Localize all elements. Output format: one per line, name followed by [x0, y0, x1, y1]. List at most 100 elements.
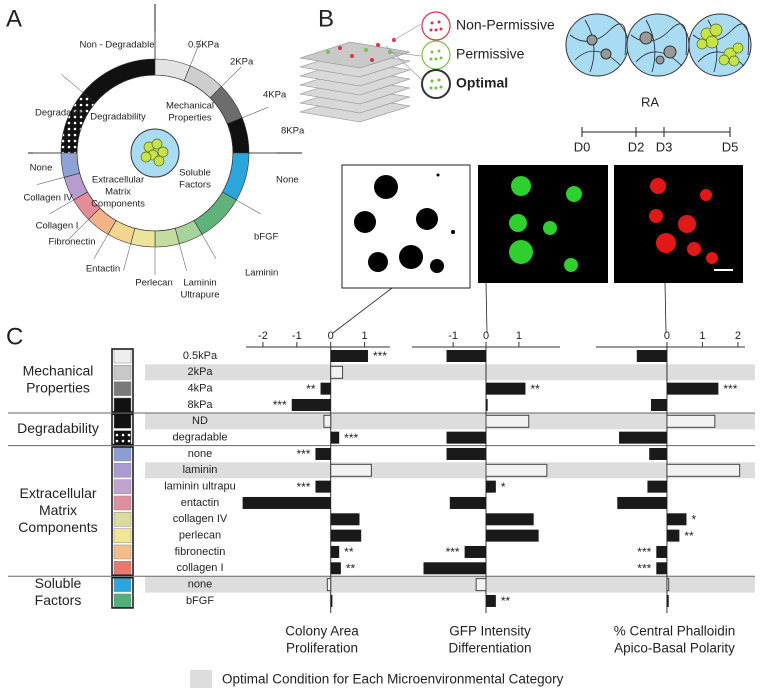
bar: [486, 382, 526, 395]
leader-line: [179, 243, 187, 271]
significance: ***: [446, 545, 460, 559]
legend-label: Optimal Condition for Each Microenvironm…: [222, 672, 564, 687]
significance: ***: [723, 382, 737, 396]
bar: [475, 578, 487, 592]
leader-line: [37, 177, 65, 185]
significance: **: [344, 545, 354, 559]
significance: *: [691, 512, 696, 526]
inner-label: Mechanical: [166, 101, 214, 112]
x-axis-title: Colony Area: [285, 624, 359, 639]
x-tick-label: -1: [448, 330, 458, 342]
segment-label: None: [276, 175, 299, 186]
bar: [666, 594, 669, 607]
segment-label: Degradable: [35, 108, 84, 119]
x-axis-title: GFP Intensity: [449, 624, 531, 639]
x-tick-label: 1: [362, 330, 368, 342]
bar: [486, 594, 496, 607]
segment-label: Non - Degradable: [80, 40, 155, 51]
swatch: [113, 495, 132, 511]
leader-line: [68, 219, 89, 240]
legend-dot: [430, 50, 434, 54]
bar: [291, 398, 331, 411]
inner-label: Soluble: [179, 168, 211, 179]
inner-label: Components: [91, 199, 145, 210]
bar: [617, 496, 667, 509]
bar: [423, 562, 486, 575]
swatch: [113, 430, 132, 445]
row-label: collagen I: [176, 562, 223, 574]
ring-segment: [60, 152, 81, 178]
ring-segment: [130, 227, 156, 248]
ring-segment: [63, 172, 88, 201]
legend-dot: [439, 56, 443, 60]
segment-label: Collagen IV: [23, 193, 73, 204]
legend-dot: [429, 28, 433, 32]
x-tick-label: 2: [735, 330, 741, 342]
leader-line: [221, 66, 242, 87]
leader-line: [242, 107, 269, 119]
bar: [636, 350, 667, 362]
optimal-band: [145, 364, 755, 381]
group-label: Matrix: [39, 502, 77, 518]
bar: [656, 545, 667, 558]
swatch-frame: [111, 348, 134, 413]
legend-swatch: [421, 40, 451, 70]
segment-label: Collagen I: [36, 221, 79, 232]
row-label: 0.5kPa: [183, 350, 218, 362]
ring-segment: [154, 227, 180, 248]
legend-dot: [439, 27, 443, 31]
spheroid-stages: [565, 13, 752, 77]
x-tick-label: 0: [328, 330, 334, 342]
optimal-band: [145, 462, 755, 479]
panel-label: A: [6, 5, 22, 32]
legend-dot: [437, 78, 441, 82]
bar: [650, 398, 667, 411]
row-label: collagen IV: [173, 513, 228, 525]
optimal-band: [145, 413, 755, 430]
significance: **: [684, 529, 694, 543]
bar: [326, 578, 332, 592]
leader-line: [236, 199, 261, 215]
optimal-band: [145, 576, 755, 593]
inner-label: Matrix: [105, 187, 131, 198]
bar: [666, 382, 719, 395]
segment-label: 2KPa: [230, 57, 254, 68]
significance: **: [501, 594, 511, 608]
inner-label: Extracellular: [92, 175, 144, 186]
segment-label: Ultrapure: [180, 290, 219, 301]
leader-line: [61, 74, 84, 93]
ring-segment: [226, 117, 250, 154]
timeline-day: D2: [628, 139, 645, 154]
bar: [486, 398, 488, 411]
legend-dot: [430, 79, 434, 83]
row-label: entactin: [181, 497, 220, 509]
cell: [153, 155, 165, 167]
bar: [666, 529, 680, 542]
bar: [320, 382, 331, 395]
timeline-day: D0: [574, 139, 591, 154]
x-axis-title: Apico-Basal Polarity: [614, 641, 735, 656]
x-tick-label: -2: [258, 330, 268, 342]
significance: ***: [273, 398, 287, 412]
panel-label: B: [318, 5, 334, 32]
row-label: ND: [192, 415, 208, 427]
legend-label: Non-Permissive: [456, 17, 555, 33]
legend-dot: [434, 28, 438, 32]
timeline-day: D5: [722, 139, 739, 154]
segment-label: Perlecan: [135, 278, 173, 289]
bar: [647, 480, 667, 493]
row-label: laminin ultrapu: [164, 481, 236, 493]
ring-segment: [222, 152, 250, 201]
bar: [649, 447, 667, 460]
swatch: [113, 365, 132, 380]
bar: [323, 414, 332, 428]
legend-swatch: [421, 11, 451, 41]
ring-segment: [154, 58, 191, 82]
swatch: [113, 544, 132, 560]
ring-segment: [73, 191, 101, 220]
significance: **: [306, 382, 316, 396]
segment-label: bFGF: [254, 232, 278, 243]
legend-dot: [430, 21, 434, 25]
